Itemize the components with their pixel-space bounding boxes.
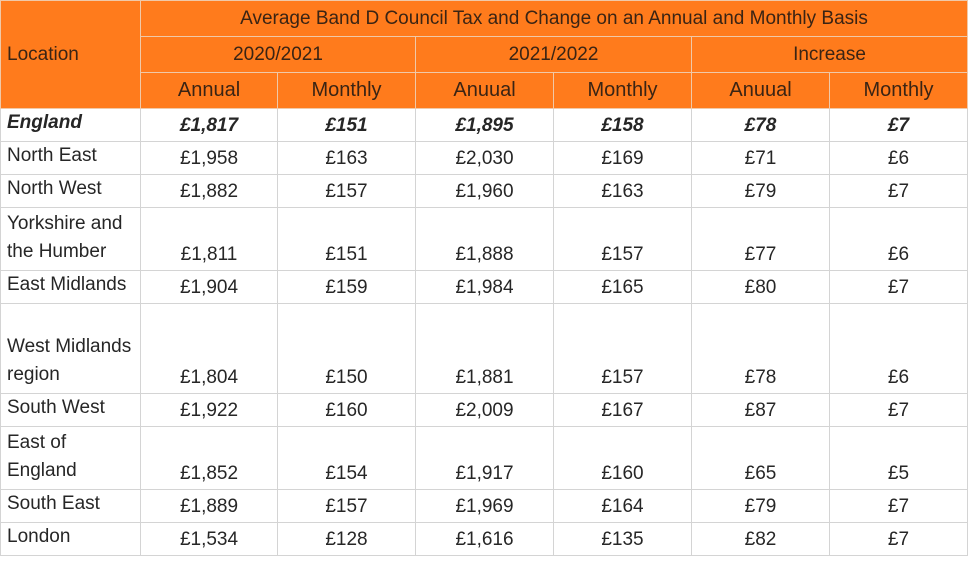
cell-value: £128 (277, 522, 416, 556)
row-location: East Midlands (0, 270, 141, 304)
cell-value: £169 (553, 141, 692, 175)
subheader-monthly-2021: Monthly (553, 72, 692, 109)
cell-value: £159 (277, 270, 416, 304)
row-location: West Midlands region (0, 303, 141, 394)
cell-value: £157 (277, 489, 416, 523)
cell-value: £77 (691, 207, 830, 271)
cell-value: £163 (277, 141, 416, 175)
cell-value: £1,917 (415, 426, 554, 490)
cell-value: £154 (277, 426, 416, 490)
cell-value: £1,817 (140, 108, 278, 142)
subheader-annual-2021: Anuual (415, 72, 554, 109)
cell-value: £1,804 (140, 303, 278, 394)
cell-value: £165 (553, 270, 692, 304)
row-location: East of England (0, 426, 141, 490)
cell-value: £7 (829, 270, 968, 304)
cell-value: £1,969 (415, 489, 554, 523)
cell-value: £79 (691, 489, 830, 523)
cell-value: £1,881 (415, 303, 554, 394)
table-title: Average Band D Council Tax and Change on… (140, 0, 968, 37)
cell-value: £65 (691, 426, 830, 490)
row-location: North East (0, 141, 141, 175)
cell-value: £7 (829, 489, 968, 523)
cell-value: £6 (829, 141, 968, 175)
cell-value: £151 (277, 207, 416, 271)
table-row: West Midlands region £1,804 £150 £1,881 … (0, 303, 968, 394)
cell-value: £7 (829, 393, 968, 427)
cell-value: £1,616 (415, 522, 554, 556)
cell-value: £164 (553, 489, 692, 523)
cell-value: £167 (553, 393, 692, 427)
subheader-annual-2020: Annual (140, 72, 278, 109)
cell-value: £1,904 (140, 270, 278, 304)
subheader-monthly-increase: Monthly (829, 72, 968, 109)
cell-value: £78 (691, 303, 830, 394)
table-row: East Midlands £1,904 £159 £1,984 £165 £8… (0, 270, 968, 304)
cell-value: £1,534 (140, 522, 278, 556)
cell-value: £1,882 (140, 174, 278, 208)
group-header-increase: Increase (691, 36, 968, 73)
cell-value: £82 (691, 522, 830, 556)
cell-value: £1,852 (140, 426, 278, 490)
cell-value: £135 (553, 522, 692, 556)
location-header: Location (0, 0, 141, 109)
cell-value: £7 (829, 522, 968, 556)
cell-value: £150 (277, 303, 416, 394)
council-tax-table: Location Average Band D Council Tax and … (0, 0, 968, 556)
table-row: North East £1,958 £163 £2,030 £169 £71 £… (0, 141, 968, 175)
cell-value: £1,922 (140, 393, 278, 427)
cell-value: £6 (829, 207, 968, 271)
cell-value: £163 (553, 174, 692, 208)
row-location: South West (0, 393, 141, 427)
table-row: East of England £1,852 £154 £1,917 £160 … (0, 426, 968, 490)
cell-value: £157 (553, 207, 692, 271)
cell-value: £79 (691, 174, 830, 208)
cell-value: £1,811 (140, 207, 278, 271)
cell-value: £87 (691, 393, 830, 427)
cell-value: £1,984 (415, 270, 554, 304)
cell-value: £7 (829, 174, 968, 208)
group-header-2021-2022: 2021/2022 (415, 36, 692, 73)
row-location: North West (0, 174, 141, 208)
row-location: England (0, 108, 141, 142)
table-row: North West £1,882 £157 £1,960 £163 £79 £… (0, 174, 968, 208)
cell-value: £78 (691, 108, 830, 142)
cell-value: £1,958 (140, 141, 278, 175)
table-row: England £1,817 £151 £1,895 £158 £78 £7 (0, 108, 968, 142)
row-location: London (0, 522, 141, 556)
cell-value: £6 (829, 303, 968, 394)
cell-value: £151 (277, 108, 416, 142)
cell-value: £157 (553, 303, 692, 394)
cell-value: £1,888 (415, 207, 554, 271)
cell-value: £5 (829, 426, 968, 490)
table-row: South West £1,922 £160 £2,009 £167 £87 £… (0, 393, 968, 427)
cell-value: £160 (553, 426, 692, 490)
cell-value: £1,889 (140, 489, 278, 523)
row-location: South East (0, 489, 141, 523)
cell-value: £158 (553, 108, 692, 142)
group-header-2020-2021: 2020/2021 (140, 36, 416, 73)
cell-value: £160 (277, 393, 416, 427)
table-row: London £1,534 £128 £1,616 £135 £82 £7 (0, 522, 968, 556)
cell-value: £1,895 (415, 108, 554, 142)
cell-value: £157 (277, 174, 416, 208)
cell-value: £80 (691, 270, 830, 304)
cell-value: £2,030 (415, 141, 554, 175)
row-location: Yorkshire and the Humber (0, 207, 141, 271)
subheader-monthly-2020: Monthly (277, 72, 416, 109)
table-row: Yorkshire and the Humber £1,811 £151 £1,… (0, 207, 968, 271)
cell-value: £71 (691, 141, 830, 175)
cell-value: £1,960 (415, 174, 554, 208)
subheader-annual-increase: Anuual (691, 72, 830, 109)
table-row: South East £1,889 £157 £1,969 £164 £79 £… (0, 489, 968, 523)
cell-value: £2,009 (415, 393, 554, 427)
cell-value: £7 (829, 108, 968, 142)
